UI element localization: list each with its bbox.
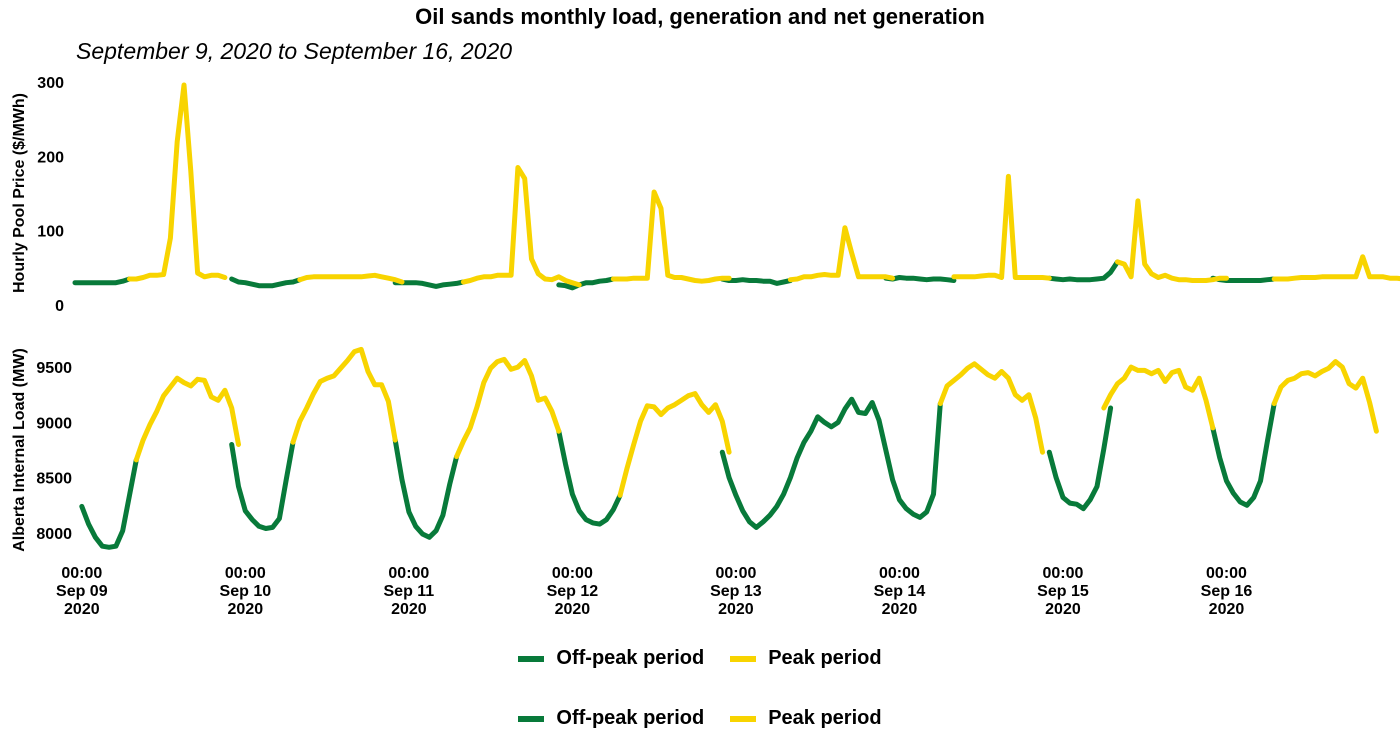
peak-series-line (787, 225, 896, 283)
peak-series-line (610, 189, 732, 284)
offpeak-series-line (229, 276, 303, 289)
legend-label-offpeak: Off-peak period (556, 647, 705, 669)
x-tick-year: 2020 (718, 601, 754, 618)
y-tick-label: 8500 (36, 471, 72, 488)
offpeak-series-line (1046, 405, 1114, 512)
offpeak-series-line (392, 437, 460, 540)
x-tick-time: 00:00 (715, 565, 756, 582)
offpeak-series-line (883, 275, 957, 283)
chart-subtitle: September 9, 2020 to September 16, 2020 (76, 38, 513, 64)
x-tick-year: 2020 (228, 601, 264, 618)
x-tick-date: Sep 16 (1201, 583, 1253, 600)
peak-series-line (1101, 364, 1216, 431)
offpeak-series-line (719, 396, 943, 530)
x-tick-year: 2020 (555, 601, 591, 618)
x-tick-time: 00:00 (61, 565, 102, 582)
offpeak-series-line (392, 279, 466, 289)
offpeak-series-line (719, 276, 793, 286)
y-axis-title: Alberta Internal Load (MW) (11, 348, 28, 552)
legend-1: Off-peak period Peak period (0, 647, 1400, 670)
x-tick-time: 00:00 (225, 565, 266, 582)
y-tick-label: 300 (37, 75, 64, 92)
legend-label-peak: Peak period (768, 647, 882, 669)
peak-series-line (127, 82, 228, 282)
legend-item-peak: Peak period (730, 707, 882, 730)
offpeak-series-line (79, 457, 139, 550)
legend-swatch-offpeak (518, 655, 545, 662)
peak-series-line (1271, 359, 1379, 434)
legend-swatch-peak (730, 655, 757, 662)
legend-item-peak: Peak period (730, 647, 882, 670)
peak-series-line (133, 375, 241, 463)
offpeak-series-line (1046, 259, 1120, 283)
legend-label-peak: Peak period (768, 707, 882, 729)
legend-label-offpeak: Off-peak period (556, 707, 705, 729)
x-tick-time: 00:00 (1042, 565, 1083, 582)
y-tick-label: 200 (37, 149, 64, 166)
x-tick-time: 00:00 (552, 565, 593, 582)
y-tick-label: 9500 (36, 360, 72, 377)
x-tick-year: 2020 (64, 601, 100, 618)
offpeak-series-line (556, 276, 616, 291)
x-tick-date: Sep 09 (56, 583, 108, 600)
offpeak-series-line (229, 439, 296, 531)
y-tick-label: 0 (55, 298, 64, 315)
peak-series-line (460, 165, 582, 288)
legend-item-offpeak: Off-peak period (518, 647, 704, 670)
peak-series-line (297, 272, 405, 285)
x-tick-date: Sep 10 (220, 583, 272, 600)
offpeak-series-line (1210, 401, 1277, 508)
legend-swatch-peak (730, 715, 757, 722)
peak-series-line (454, 356, 562, 460)
x-tick-year: 2020 (391, 601, 427, 618)
y-axis-title: Hourly Pool Price ($/MWh) (11, 93, 28, 293)
chart-canvas: 0 100 200 300 Hourly Pool Price ($/MWh) 8000 8… (11, 75, 1400, 618)
y-tick-label: 100 (37, 224, 64, 241)
y-tick-label: 8000 (36, 526, 72, 543)
x-tick-date: Sep 13 (710, 583, 762, 600)
x-tick-date: Sep 14 (874, 583, 926, 600)
legend-swatch-offpeak (518, 715, 545, 722)
peak-series-line (1271, 254, 1400, 282)
chart-title: Oil sands monthly load, generation and n… (415, 4, 985, 29)
x-tick-time: 00:00 (879, 565, 920, 582)
legend-2: Off-peak period Peak period (0, 707, 1400, 730)
x-tick-time: 00:00 (1206, 565, 1247, 582)
x-tick-year: 2020 (1045, 601, 1081, 618)
x-tick-year: 2020 (1209, 601, 1245, 618)
x-tick-date: Sep 11 (384, 583, 435, 600)
x-tick-date: Sep 15 (1037, 583, 1089, 600)
x-tick-time: 00:00 (388, 565, 429, 582)
x-tick-date: Sep 12 (547, 583, 599, 600)
peak-series-line (617, 391, 732, 498)
legend-item-offpeak: Off-peak period (518, 707, 704, 730)
y-tick-label: 9000 (36, 415, 72, 432)
offpeak-series-line (72, 276, 132, 286)
peak-series-line (1115, 198, 1229, 283)
x-tick-year: 2020 (882, 601, 918, 618)
peak-series-line (951, 173, 1052, 281)
peak-series-line (937, 361, 1045, 455)
peak-series-line (290, 346, 398, 445)
offpeak-series-line (556, 428, 623, 527)
